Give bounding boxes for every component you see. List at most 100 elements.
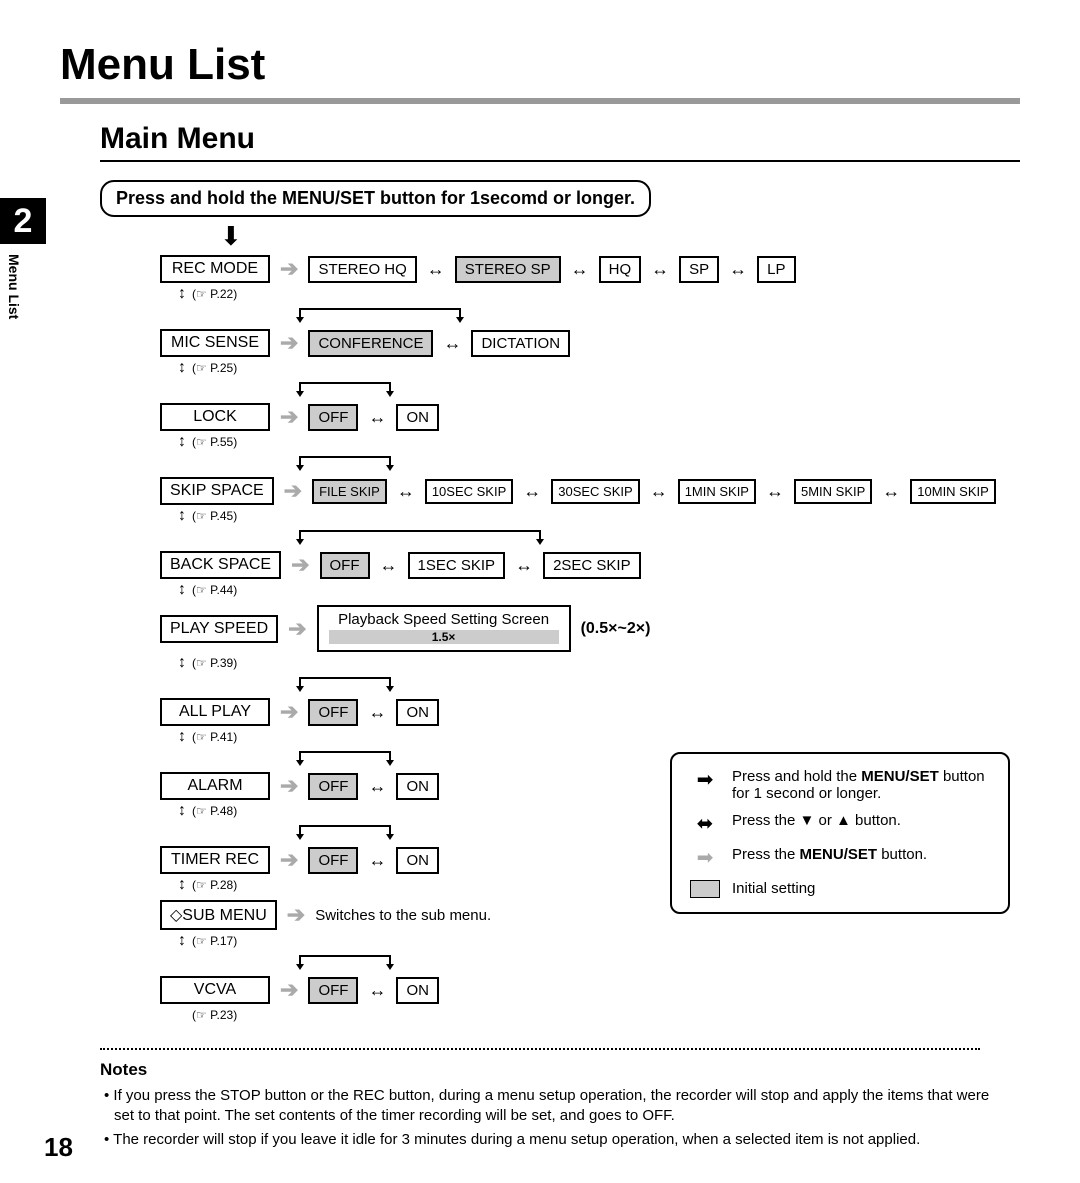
page-number: 18 — [44, 1132, 73, 1163]
updown-arrow-icon: ↕ — [178, 728, 186, 746]
menu-label: LOCK — [160, 403, 270, 431]
instruction-box: Press and hold the MENU/SET button for 1… — [100, 180, 651, 217]
menu-row-back-space: BACK SPACE ➔ OFF ↔ 1SEC SKIP ↔ 2SEC SKIP — [160, 551, 1020, 579]
legend-row: ⬌ Press the ▼ or ▲ button. — [690, 812, 990, 836]
page-ref: ↕(☞ P.41) — [178, 728, 1020, 746]
option-initial: OFF — [308, 773, 358, 800]
option: DICTATION — [471, 330, 570, 357]
page-ref: ↕(☞ P.44) — [178, 581, 1020, 599]
legend-text: Press the MENU/SET button. — [732, 846, 927, 863]
option: ON — [396, 977, 439, 1004]
updown-arrow-icon: ↕ — [178, 932, 186, 950]
legend-text: Initial setting — [732, 880, 815, 897]
submenu-desc: Switches to the sub menu. — [315, 907, 491, 924]
double-arrow-icon: ↔ — [380, 556, 398, 574]
wrap-arrow — [290, 305, 1020, 323]
note-item: If you press the STOP button or the REC … — [114, 1086, 1000, 1127]
initial-swatch-icon — [690, 880, 720, 898]
double-arrow-icon: ↔ — [368, 981, 386, 999]
option-initial: OFF — [308, 699, 358, 726]
page-ref: ↕(☞ P.22) — [178, 285, 1020, 303]
option: SP — [679, 256, 719, 283]
double-arrow-icon: ↔ — [368, 408, 386, 426]
option-initial: OFF — [308, 977, 358, 1004]
notes-title: Notes — [100, 1060, 1020, 1080]
side-label: Menu List — [6, 254, 22, 319]
wrap-arrow — [290, 952, 1020, 970]
arrow-right-bold-icon: ➡ — [690, 768, 720, 792]
menu-row-vcva: VCVA ➔ OFF ↔ ON — [160, 976, 1020, 1004]
option: 10MIN SKIP — [910, 479, 996, 504]
option: 1SEC SKIP — [408, 552, 506, 579]
legend-text: Press the ▼ or ▲ button. — [732, 812, 901, 829]
page-ref: ↕(☞ P.39) — [178, 654, 1020, 672]
legend-box: ➡ Press and hold the MENU/SET button for… — [670, 752, 1010, 914]
double-arrow-icon: ↔ — [368, 777, 386, 795]
arrow-right-icon: ➔ — [280, 406, 298, 428]
menu-row-play-speed: PLAY SPEED ➔ Playback Speed Setting Scre… — [160, 605, 1020, 652]
double-arrow-icon: ↔ — [571, 260, 589, 278]
menu-label: VCVA — [160, 976, 270, 1004]
page-ref: ↕(☞ P.55) — [178, 433, 1020, 451]
arrow-right-icon: ➔ — [280, 332, 298, 354]
option-initial: CONFERENCE — [308, 330, 433, 357]
option: ON — [396, 404, 439, 431]
notes-list: If you press the STOP button or the REC … — [100, 1086, 1000, 1150]
double-arrow-icon: ↔ — [427, 260, 445, 278]
playback-bar: 1.5× — [329, 630, 559, 644]
menu-label: BACK SPACE — [160, 551, 281, 579]
double-arrow-icon: ↔ — [650, 482, 668, 500]
arrow-right-icon: ➔ — [280, 979, 298, 1001]
chapter-tab: 2 — [0, 198, 46, 244]
option: 5MIN SKIP — [794, 479, 872, 504]
legend-text: Press and hold the MENU/SET button for 1… — [732, 768, 990, 802]
updown-arrow-icon: ↕ — [178, 876, 186, 894]
menu-label: ◇SUB MENU — [160, 900, 277, 930]
double-arrow-icon: ↔ — [523, 482, 541, 500]
updown-arrow-icon: ↕ — [178, 507, 186, 525]
updown-arrow-icon: ↕ — [178, 654, 186, 672]
menu-row-lock: LOCK ➔ OFF ↔ ON — [160, 403, 1020, 431]
arrow-right-icon: ➔ — [280, 258, 298, 280]
menu-label: MIC SENSE — [160, 329, 270, 357]
menu-row-skip-space: SKIP SPACE ➔ FILE SKIP ↔ 10SEC SKIP ↔ 30… — [160, 477, 1020, 505]
menu-row-all-play: ALL PLAY ➔ OFF ↔ ON — [160, 698, 1020, 726]
section-subtitle: Main Menu — [100, 122, 1020, 162]
double-arrow-icon: ↔ — [729, 260, 747, 278]
wrap-arrow — [290, 453, 1020, 471]
arrow-right-icon: ➔ — [287, 904, 305, 926]
option: ON — [396, 773, 439, 800]
double-arrow-icon: ↔ — [397, 482, 415, 500]
arrow-right-icon: ➔ — [280, 701, 298, 723]
option-initial: OFF — [320, 552, 370, 579]
menu-row-rec-mode: REC MODE ➔ STEREO HQ ↔ STEREO SP ↔ HQ ↔ … — [160, 255, 1020, 283]
page-ref: ↕(☞ P.17) — [178, 932, 1020, 950]
menu-row-mic-sense: MIC SENSE ➔ CONFERENCE ↔ DICTATION — [160, 329, 1020, 357]
option: 30SEC SKIP — [551, 479, 639, 504]
updown-arrow-icon: ↕ — [178, 359, 186, 377]
menu-label: ALARM — [160, 772, 270, 800]
playback-desc: Playback Speed Setting Screen — [329, 611, 559, 628]
option: 1MIN SKIP — [678, 479, 756, 504]
arrow-right-icon: ➔ — [288, 618, 306, 640]
option-initial: OFF — [308, 847, 358, 874]
legend-row: Initial setting — [690, 880, 990, 898]
arrow-right-icon: ➔ — [284, 480, 302, 502]
double-arrow-icon: ↔ — [443, 334, 461, 352]
option: 2SEC SKIP — [543, 552, 641, 579]
menu-label: SKIP SPACE — [160, 477, 274, 505]
double-arrow-icon: ↔ — [882, 482, 900, 500]
arrow-right-gray-icon: ➡ — [690, 846, 720, 870]
legend-row: ➡ Press and hold the MENU/SET button for… — [690, 768, 990, 802]
note-item: The recorder will stop if you leave it i… — [114, 1130, 1000, 1150]
option: ON — [396, 847, 439, 874]
title-rule — [60, 98, 1020, 104]
down-arrow-icon: ⬇ — [220, 223, 1020, 249]
arrow-right-icon: ➔ — [280, 775, 298, 797]
arrow-right-icon: ➔ — [291, 554, 309, 576]
dotted-divider — [100, 1048, 980, 1050]
updown-arrow-icon: ↕ — [178, 285, 186, 303]
wrap-arrow — [290, 674, 1020, 692]
double-arrow-icon: ↔ — [651, 260, 669, 278]
playback-box: Playback Speed Setting Screen 1.5× — [317, 605, 571, 652]
